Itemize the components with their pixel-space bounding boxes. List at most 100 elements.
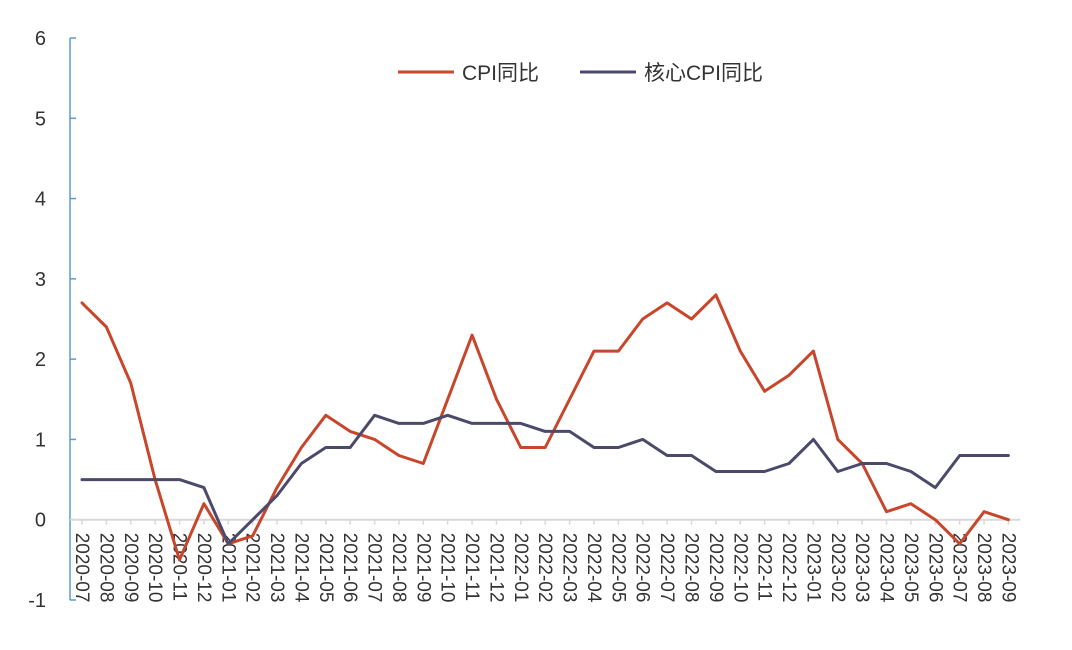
- data-point-core-cpi: [251, 518, 254, 521]
- data-point-cpi: [812, 349, 815, 353]
- x-tick-label: 2021-02: [242, 533, 263, 603]
- y-tick-label: 4: [35, 189, 46, 211]
- x-tick-label: 2020-10: [144, 533, 165, 603]
- x-tick-label: 2021-06: [339, 533, 360, 603]
- x-tick-label: 2021-05: [315, 533, 336, 603]
- x-tick-label: 2022-03: [559, 533, 580, 603]
- data-point-cpi: [519, 446, 522, 449]
- data-point-core-cpi: [690, 454, 693, 457]
- data-point-core-cpi: [934, 486, 937, 489]
- data-point-cpi: [422, 462, 425, 465]
- data-point-cpi: [665, 301, 669, 305]
- data-point-cpi: [544, 446, 547, 449]
- x-tick-label: 2023-03: [851, 533, 872, 603]
- legend: CPI同比 核心CPI同比: [398, 62, 763, 85]
- data-point-core-cpi: [714, 470, 718, 473]
- data-point-cpi: [324, 414, 327, 417]
- data-point-cpi: [251, 534, 254, 537]
- data-point-core-cpi: [300, 462, 303, 465]
- data-point-core-cpi: [1007, 454, 1010, 457]
- data-point-cpi: [80, 301, 84, 305]
- x-tick-label: 2023-06: [924, 533, 945, 603]
- legend-label: CPI同比: [462, 62, 539, 85]
- y-tick-label: 1: [35, 429, 46, 451]
- x-tick-label: 2022-11: [754, 533, 775, 601]
- data-point-cpi: [617, 349, 620, 353]
- x-tick-label: 2022-07: [656, 533, 677, 603]
- data-point-cpi: [690, 317, 693, 321]
- y-tick-label: 6: [35, 28, 46, 50]
- x-tick-label: 2021-03: [266, 533, 287, 603]
- data-point-cpi: [300, 446, 303, 449]
- x-tick-label: 2023-08: [973, 533, 994, 603]
- data-point-core-cpi: [812, 438, 815, 441]
- x-tick-label: 2021-08: [388, 533, 409, 603]
- x-tick-label: 2023-04: [876, 533, 897, 603]
- data-point-core-cpi: [544, 430, 547, 433]
- x-tick-label: 2021-04: [290, 533, 311, 603]
- x-tick-label: 2023-05: [900, 533, 921, 603]
- data-point-core-cpi: [885, 462, 888, 465]
- data-point-cpi: [275, 486, 279, 489]
- x-tick-label: 2020-09: [120, 533, 141, 603]
- data-point-cpi: [885, 510, 888, 513]
- data-point-core-cpi: [446, 414, 449, 417]
- data-point-core-cpi: [665, 454, 669, 457]
- data-point-cpi: [836, 438, 839, 441]
- data-point-core-cpi: [178, 478, 181, 481]
- x-tick-label: 2021-09: [412, 533, 433, 603]
- data-point-core-cpi: [836, 470, 839, 473]
- x-tick-label: 2023-02: [827, 533, 848, 603]
- data-point-core-cpi: [275, 494, 279, 497]
- data-point-cpi: [934, 518, 937, 521]
- data-point-core-cpi: [80, 478, 84, 481]
- data-point-cpi: [739, 349, 742, 353]
- data-point-core-cpi: [495, 422, 498, 425]
- x-tick-label: 2022-05: [607, 533, 628, 603]
- y-tick-label: 0: [35, 510, 46, 532]
- y-tick-label: 3: [35, 269, 46, 291]
- data-point-cpi: [568, 398, 571, 401]
- data-point-cpi: [373, 438, 376, 441]
- data-point-core-cpi: [739, 470, 742, 473]
- data-point-core-cpi: [349, 446, 352, 449]
- x-tick-label: 2021-10: [437, 533, 458, 603]
- data-point-core-cpi: [617, 446, 620, 449]
- data-point-core-cpi: [324, 446, 327, 449]
- x-tick-label: 2022-10: [729, 533, 750, 603]
- data-point-cpi: [397, 454, 401, 457]
- x-tick-label: 2022-01: [510, 533, 531, 603]
- data-point-cpi: [592, 349, 596, 353]
- data-point-core-cpi: [105, 478, 108, 481]
- x-tick-label: 2021-07: [364, 533, 385, 603]
- data-point-cpi: [129, 382, 132, 385]
- x-tick-label: 2023-01: [802, 533, 823, 603]
- data-point-core-cpi: [787, 462, 791, 465]
- data-point-cpi: [714, 293, 718, 297]
- data-point-core-cpi: [470, 422, 474, 425]
- data-point-core-cpi: [982, 454, 986, 457]
- x-tick-label: 2023-07: [949, 533, 970, 603]
- legend-item: CPI同比: [398, 62, 539, 85]
- y-tick-label: 2: [35, 349, 46, 371]
- data-point-core-cpi: [129, 478, 132, 481]
- data-point-core-cpi: [958, 454, 961, 457]
- y-tick-label: -1: [28, 590, 46, 612]
- data-point-cpi: [641, 317, 644, 321]
- data-point-cpi: [763, 390, 766, 393]
- data-point-cpi: [178, 558, 181, 562]
- data-point-cpi: [446, 398, 449, 401]
- x-tick-label: 2022-04: [583, 533, 604, 603]
- x-tick-label: 2022-06: [632, 533, 653, 603]
- legend-label: 核心CPI同比: [644, 62, 763, 85]
- x-tick-label: 2020-12: [193, 533, 214, 603]
- x-tick-label: 2022-08: [681, 533, 702, 603]
- data-point-core-cpi: [861, 462, 864, 465]
- x-tick-label: 2021-11: [461, 533, 482, 601]
- data-point-cpi: [787, 374, 791, 377]
- data-point-cpi: [495, 398, 498, 401]
- x-tick-label: 2023-09: [997, 533, 1018, 603]
- x-tick-label: 2021-01: [217, 533, 238, 603]
